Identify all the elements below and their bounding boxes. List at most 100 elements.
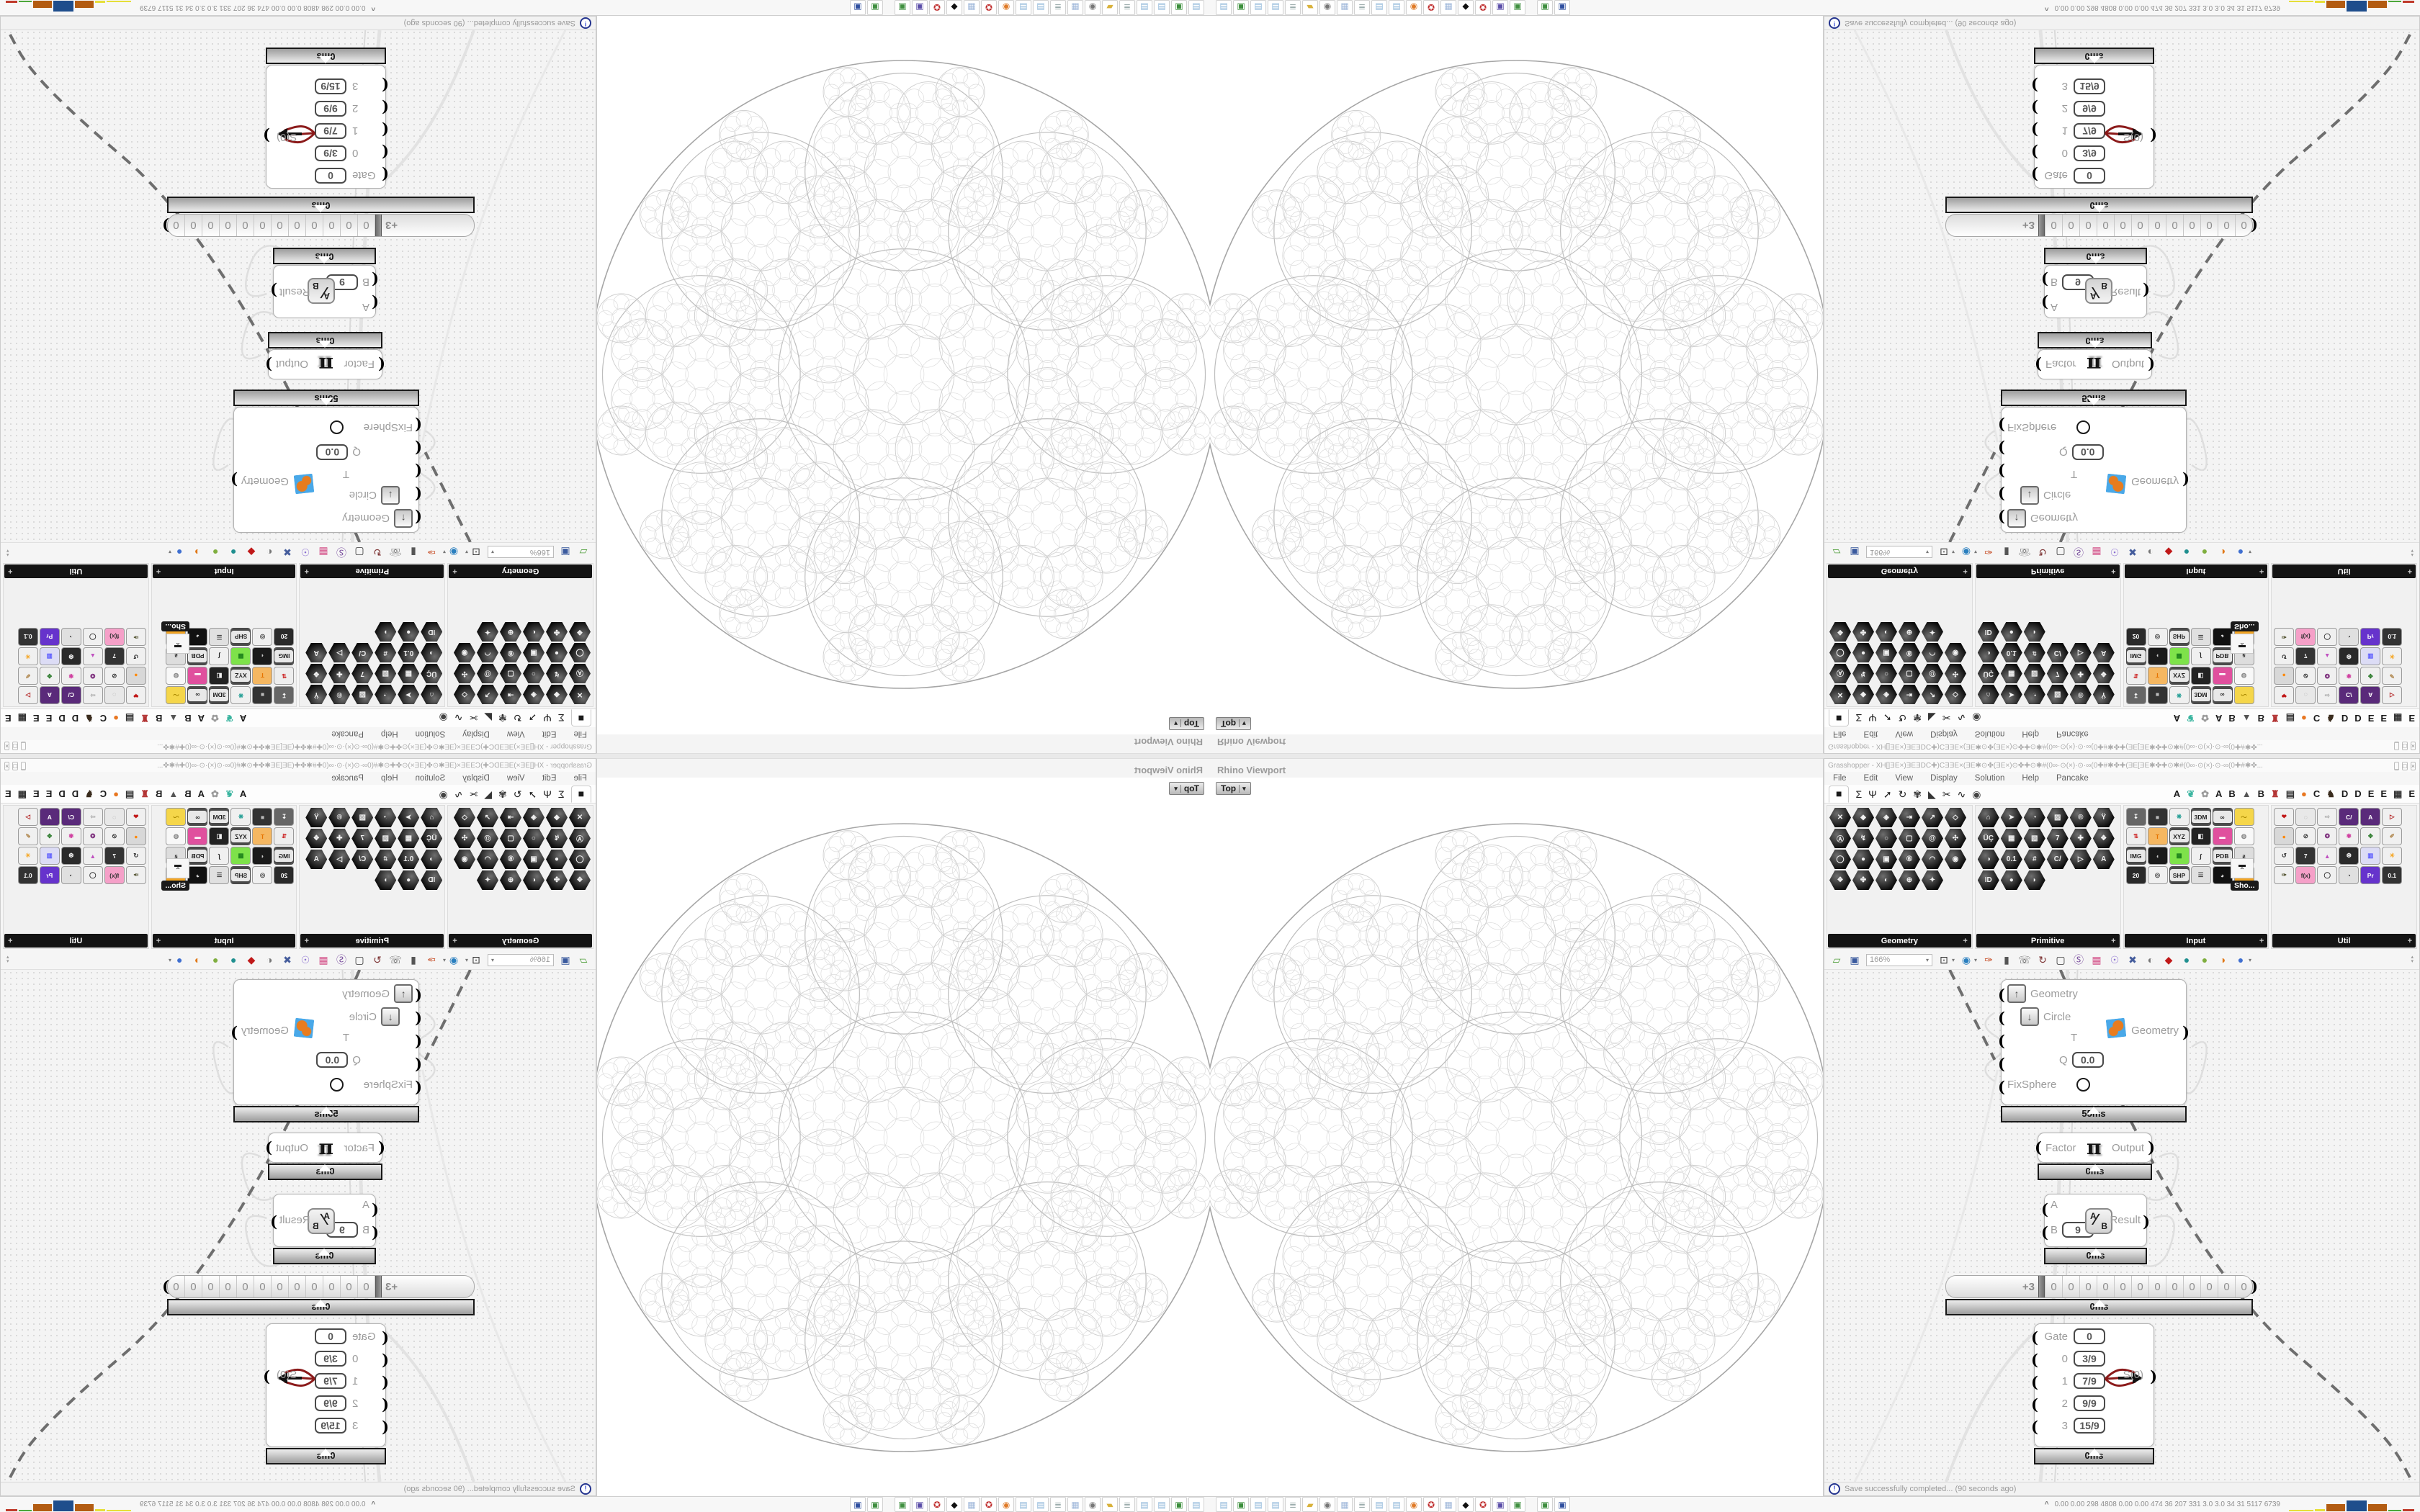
mystery-box-icon[interactable]: ▦: [318, 546, 328, 558]
palette-component-icon[interactable]: 0.1: [2001, 643, 2022, 662]
gate-row-value[interactable]: 7/9: [2074, 123, 2105, 139]
palette-component-icon[interactable]: ❂: [2317, 827, 2338, 845]
scroll-arrow-icon[interactable]: ▾: [6, 548, 9, 553]
plugin-tab-icon[interactable]: B: [2257, 788, 2265, 799]
gate-row-value[interactable]: 15/9: [2074, 1418, 2105, 1434]
digit-cell[interactable]: 0: [2148, 1276, 2166, 1297]
palette-group-label[interactable]: Primitive +: [300, 564, 444, 578]
plugin-tab-icon[interactable]: A: [2215, 788, 2223, 799]
palette-component-icon[interactable]: SHP: [230, 866, 251, 884]
plugin-tab-icon[interactable]: D: [58, 788, 66, 799]
palette-component-icon[interactable]: ▷: [17, 808, 38, 826]
menu-item-edit[interactable]: Edit: [542, 774, 557, 783]
palette-component-icon[interactable]: ◧: [209, 827, 230, 845]
palette-component-icon[interactable]: ❖: [305, 664, 327, 683]
palette-component-icon[interactable]: ✕: [1829, 808, 1851, 827]
digit-cell[interactable]: 0: [237, 1276, 254, 1297]
plugin-tab-icon[interactable]: A: [239, 713, 247, 724]
division-component[interactable]: ( ( A B 9 A ∕ B Result ) 0ms: [2041, 248, 2150, 318]
component-tab-icon[interactable]: ◉: [1972, 712, 1981, 724]
palette-component-icon[interactable]: ▨: [2047, 685, 2069, 704]
palette-component-icon[interactable]: 20: [274, 628, 295, 646]
palette-component-icon[interactable]: ➤: [398, 685, 419, 704]
palette-component-icon[interactable]: ◐: [1876, 622, 1897, 642]
app-calculator[interactable]: ▦: [1440, 0, 1456, 15]
palette-component-icon[interactable]: ⌂: [421, 685, 442, 704]
digit-cell[interactable]: 0: [2166, 215, 2183, 236]
app-red-badge[interactable]: ✪: [1423, 1497, 1439, 1512]
component-tab-icon[interactable]: ◉: [439, 712, 448, 724]
palette-component-icon[interactable]: ◑: [1977, 850, 1999, 869]
sort-down-button[interactable]: ↓: [381, 486, 400, 505]
plugin-tab-icon[interactable]: ▲: [2241, 788, 2251, 799]
palette-expand-icon[interactable]: +: [156, 936, 161, 945]
palette-component-icon[interactable]: ▷: [17, 686, 38, 704]
maximize-button[interactable]: □: [2402, 762, 2408, 770]
palette-component-icon[interactable]: SHP: [2169, 628, 2190, 646]
palette-component-icon[interactable]: ☰: [209, 628, 230, 646]
plugin-tab-icon[interactable]: E: [2367, 788, 2375, 799]
palette-component-icon[interactable]: ◔: [375, 808, 396, 827]
palette-component-icon[interactable]: A: [39, 686, 60, 704]
digit-cell[interactable]: 0: [2200, 215, 2218, 236]
gem-icon[interactable]: ◆: [2164, 546, 2173, 558]
component-tab-icon[interactable]: ↻: [1898, 712, 1907, 724]
group-spheres-icon[interactable]: ◐: [266, 546, 273, 558]
palette-component-icon[interactable]: ▢: [500, 664, 521, 683]
baked-geometry-icon[interactable]: ▮: [411, 954, 416, 966]
app-ink-blob[interactable]: ◆: [1458, 0, 1474, 15]
gate-row-value[interactable]: 9/9: [315, 1395, 346, 1411]
app-notepad[interactable]: ▤: [1250, 1497, 1266, 1512]
palette-component-icon[interactable]: ✣: [1945, 829, 1966, 848]
recompute-gha-icon[interactable]: ↻: [2038, 546, 2047, 558]
palette-component-icon[interactable]: ➤: [2000, 808, 2022, 827]
palette-component-icon[interactable]: ◗: [375, 622, 396, 642]
palette-component-icon[interactable]: ◕: [2212, 866, 2233, 884]
component-tab-icon[interactable]: ✾: [1913, 788, 1922, 800]
palette-component-icon[interactable]: ❆: [60, 647, 81, 665]
presentation-screen-icon[interactable]: ▬ ⌃: [2231, 858, 2254, 878]
palette-component-icon[interactable]: ▥: [39, 847, 60, 865]
save-file-icon[interactable]: ▣: [560, 546, 570, 558]
zoom-extents-icon[interactable]: ⊡: [1940, 546, 1948, 558]
palette-component-icon[interactable]: 0.1: [2000, 850, 2022, 869]
palette-component-icon[interactable]: 3DM: [2190, 808, 2211, 826]
ball-green-icon[interactable]: ●: [212, 546, 219, 558]
palette-component-icon[interactable]: ◍: [166, 827, 187, 845]
digit-cell[interactable]: 0: [2045, 1276, 2062, 1297]
menu-item-edit[interactable]: Edit: [1863, 774, 1878, 783]
component-tab-icon[interactable]: ↻: [513, 712, 522, 724]
grasshopper-canvas[interactable]: ( ( ( ( ( ↑ Geometry ↓ Circle: [1, 970, 596, 1482]
wire-display-icon[interactable]: ✖: [2128, 546, 2137, 558]
palette-component-icon[interactable]: ✦: [477, 622, 498, 642]
rhino-viewport-canvas[interactable]: Top ▾: [597, 16, 1210, 734]
zoom-extents-icon[interactable]: ⊡: [1940, 954, 1948, 966]
palette-component-icon[interactable]: ◇: [454, 808, 475, 827]
group-spheres-icon[interactable]: ◐: [2147, 546, 2154, 558]
palette-component-icon[interactable]: ◠: [1922, 850, 1943, 869]
palette-component-icon[interactable]: 〜: [166, 686, 187, 704]
palette-component-icon[interactable]: ◯: [1829, 643, 1851, 662]
menu-item-display[interactable]: Display: [462, 774, 490, 783]
palette-component-icon[interactable]: #: [375, 643, 396, 662]
component-tab-icon[interactable]: ➚: [528, 788, 537, 800]
palette-component-icon[interactable]: ▲: [2317, 847, 2338, 865]
plugin-tab-icon[interactable]: A: [2173, 713, 2181, 724]
palette-component-icon[interactable]: ▣: [1876, 643, 1897, 662]
palette-component-icon[interactable]: ∫: [209, 647, 230, 665]
q-value-box[interactable]: 0.0: [316, 1052, 349, 1068]
viewport-projection-button[interactable]: Top ▾: [1216, 717, 1251, 730]
plugin-tab-icon[interactable]: B: [2228, 713, 2236, 724]
plugin-tab-icon[interactable]: E: [45, 788, 53, 799]
component-tab-icon[interactable]: ↻: [1898, 788, 1907, 800]
digit-cell[interactable]: 0: [2062, 1276, 2079, 1297]
component-tab-icon[interactable]: ➚: [1883, 788, 1892, 800]
gem-icon[interactable]: ◆: [247, 546, 256, 558]
plugin-tab-icon[interactable]: B: [184, 713, 192, 724]
palette-component-icon[interactable]: ◑: [1978, 643, 1999, 662]
palette-component-icon[interactable]: ✣: [1945, 664, 1966, 683]
app-floppy-green[interactable]: ▣: [1537, 1497, 1553, 1512]
palette-component-icon[interactable]: 3DM: [209, 808, 230, 826]
palette-component-icon[interactable]: XYZ: [2169, 827, 2190, 845]
menu-item-help[interactable]: Help: [2022, 774, 2040, 783]
